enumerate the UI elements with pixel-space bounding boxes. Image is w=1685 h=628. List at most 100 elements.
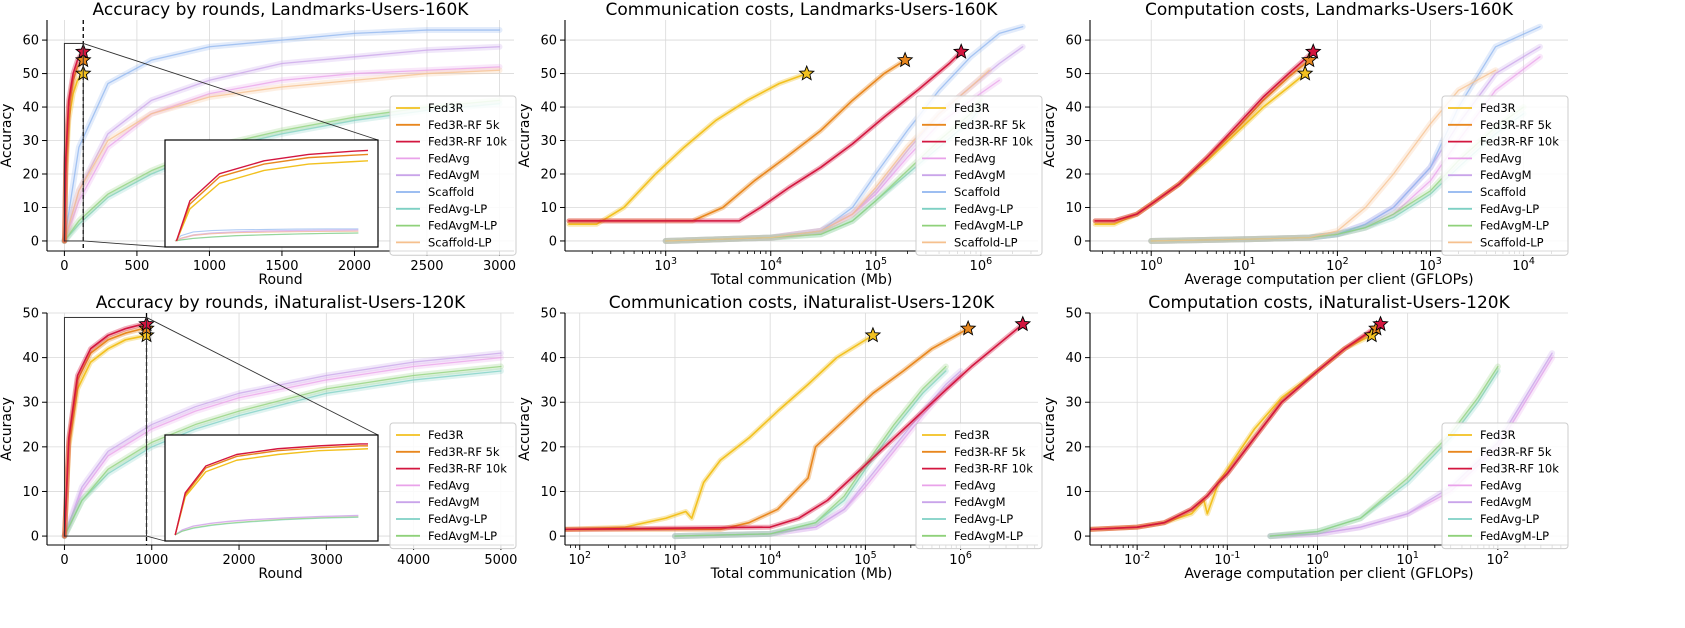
x-tick-label: 4000 <box>397 553 430 568</box>
zoom-source-box <box>63 42 84 242</box>
x-tick-label: 1000 <box>193 259 226 274</box>
x-tick-label: 0 <box>60 553 68 568</box>
inset-zoom <box>164 139 379 248</box>
y-tick-label: 0 <box>549 234 557 249</box>
series-line-fedavgm <box>1269 352 1553 537</box>
x-tick-label: 102 <box>1326 256 1349 274</box>
legend-label: Scaffold <box>428 185 474 199</box>
y-tick-label: 20 <box>1065 168 1082 183</box>
y-tick-label: 50 <box>22 67 39 82</box>
legend-label: FedAvgM <box>428 495 480 509</box>
legend-label: Scaffold-LP <box>428 235 492 249</box>
y-tick-label: 0 <box>1074 530 1082 545</box>
x-axis-label: Round <box>258 272 302 288</box>
series-line-fedavg <box>63 66 501 242</box>
y-tick-label: 0 <box>549 530 557 545</box>
legend-label: FedAvg-LP <box>428 202 487 216</box>
legend-label: Fed3R-RF 10k <box>428 462 507 476</box>
series-band-fed3r <box>1090 332 1375 532</box>
legend-label: Fed3R <box>428 428 464 442</box>
x-tick-label: 3000 <box>310 553 343 568</box>
legend-label: FedAvgM-LP <box>954 219 1023 233</box>
legend-label: Fed3R-RF 10k <box>1480 135 1559 149</box>
y-tick-label: 20 <box>22 440 39 455</box>
legend-label: Scaffold-LP <box>1480 235 1544 249</box>
final-star-fed3r-rf-10k <box>1372 315 1389 332</box>
y-tick-label: 20 <box>540 440 557 455</box>
inset-series-fedavgm-lp <box>174 232 359 242</box>
final-star-fed3r-rf-10k <box>1304 43 1322 59</box>
y-tick-label: 30 <box>1065 134 1082 149</box>
y-tick-label: 30 <box>1065 396 1082 411</box>
y-tick-label: 10 <box>540 201 557 216</box>
x-tick-label: 106 <box>949 550 972 568</box>
legend: Fed3R Fed3R-RF 5k Fed3R-RF 10k FedAvg FedAvg… <box>389 422 517 550</box>
series-line-fed3r-rf-10k <box>565 323 1024 531</box>
legend-label: FedAvg-LP <box>1480 202 1539 216</box>
legend-label: FedAvgM <box>1480 168 1532 182</box>
inset-series-scaffold <box>174 228 359 242</box>
inset-series-fed3r-rf-10k <box>175 149 369 242</box>
y-tick-label: 50 <box>1065 307 1082 322</box>
x-tick-label: 104 <box>759 550 782 568</box>
final-star-fed3r <box>1296 64 1314 81</box>
legend-label: FedAvgM <box>954 168 1006 182</box>
y-tick-label: 30 <box>540 134 557 149</box>
final-star-fed3r-rf-10k <box>952 43 970 59</box>
inset-series-fed3r-rf-10k <box>174 443 368 536</box>
panel-p4: 0 10 20 30 40 50 102 103 104 105 106 Communication … <box>517 293 1043 582</box>
y-axis-label: Accuracy <box>0 397 15 461</box>
y-tick-label: 20 <box>540 168 557 183</box>
y-tick-label: 40 <box>1065 351 1082 366</box>
legend-label: FedAvgM-LP <box>954 529 1023 543</box>
y-tick-label: 60 <box>540 34 557 49</box>
panel-title: Accuracy by rounds, Landmarks-Users-160K <box>93 0 470 20</box>
panel-title: Communication costs, Landmarks-Users-160… <box>606 0 999 20</box>
legend-label: Fed3R-RF 5k <box>1480 118 1552 132</box>
x-axis-label: Average computation per client (GFLOPs) <box>1184 272 1473 288</box>
series-line-fedavgm-lp <box>63 365 502 537</box>
zoom-connector <box>83 43 379 141</box>
y-tick-label: 50 <box>540 307 557 322</box>
legend-label: Fed3R-RF 10k <box>428 135 507 149</box>
y-tick-label: 60 <box>22 34 39 49</box>
final-star-fed3r-rf-10k <box>1014 315 1032 332</box>
legend-label: Fed3R <box>428 101 464 115</box>
y-tick-label: 40 <box>540 351 557 366</box>
inset-zoom <box>164 434 379 542</box>
y-tick-label: 40 <box>1065 101 1082 116</box>
x-tick-label: 2500 <box>410 259 443 274</box>
inset-series-scaffold-lp <box>174 230 359 242</box>
series-line-fed3r <box>1090 334 1373 531</box>
x-axis-label: Round <box>258 566 302 582</box>
series-band-fed3r-rf-10k <box>1092 49 1316 224</box>
series-line-fedavg <box>63 356 502 537</box>
series-line-scaffold-lp <box>63 69 501 242</box>
legend: Fed3R Fed3R-RF 5k Fed3R-RF 10k FedAvg FedAvg… <box>1441 422 1569 550</box>
x-tick-label: 102 <box>568 550 591 568</box>
series-line-fed3r-rf-10k <box>63 323 148 537</box>
series-line-fed3r-rf-10k <box>1090 323 1382 531</box>
legend-label: Fed3R <box>1480 428 1516 442</box>
y-tick-label: 10 <box>540 485 557 500</box>
series-band-fed3r <box>1092 71 1308 227</box>
legend-label: FedAvg <box>428 151 470 165</box>
panel-title: Accuracy by rounds, iNaturalist-Users-12… <box>96 293 466 313</box>
y-tick-label: 30 <box>540 396 557 411</box>
y-tick-label: 10 <box>22 201 39 216</box>
legend-label: FedAvg-LP <box>1480 512 1539 526</box>
y-axis-label: Accuracy <box>1042 397 1058 461</box>
legend-label: Fed3R-RF 10k <box>954 135 1033 149</box>
y-tick-label: 0 <box>1074 234 1082 249</box>
legend-label: Fed3R <box>954 101 990 115</box>
final-star-fed3r <box>798 64 815 81</box>
y-tick-label: 10 <box>22 485 39 500</box>
x-tick-label: 100 <box>1140 256 1163 274</box>
series-line-fed3r-rf-5k <box>565 327 969 531</box>
y-tick-label: 10 <box>1065 485 1082 500</box>
x-tick-label: 1000 <box>135 553 168 568</box>
legend-label: FedAvgM-LP <box>428 529 497 543</box>
series-line-fed3r <box>565 334 874 531</box>
x-tick-label: 5000 <box>484 553 517 568</box>
